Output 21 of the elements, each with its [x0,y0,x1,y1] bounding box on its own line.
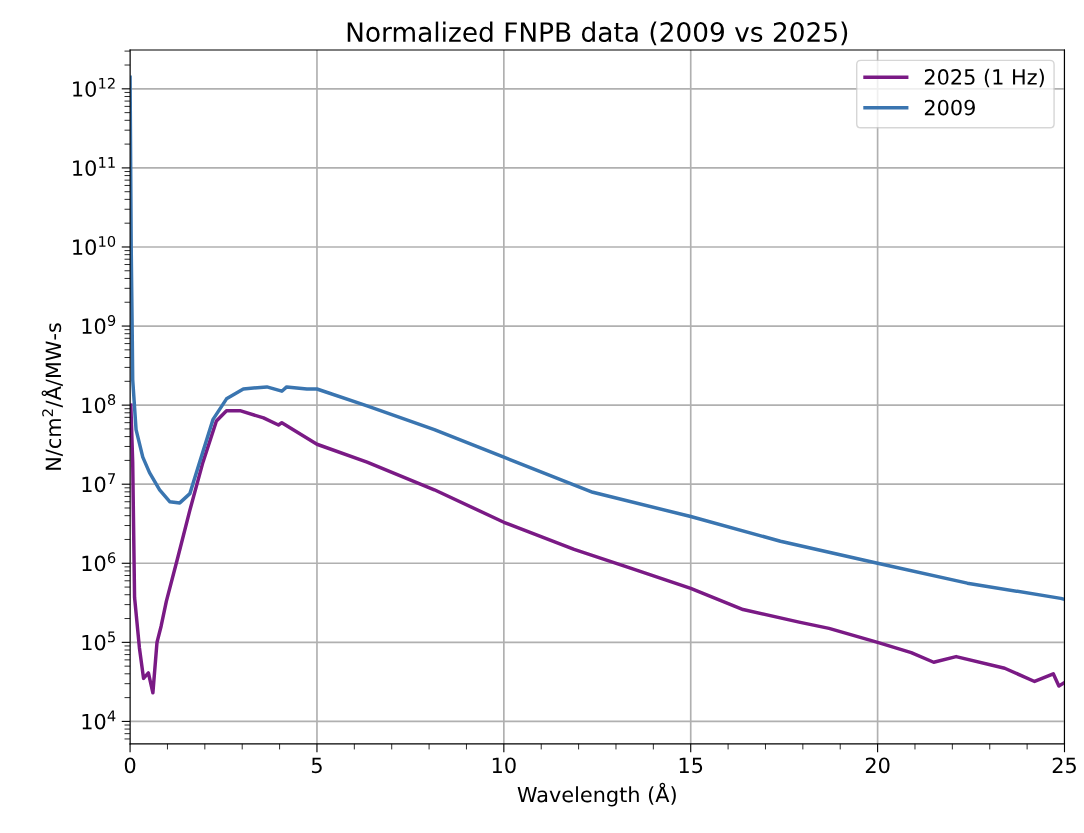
legend-label: 2025 (1 Hz) [924,68,1044,88]
line-series [130,403,1065,695]
y-tick-label: 10$^{6}$ [82,552,116,572]
x-axis-title: Wavelength (Å) [517,782,676,807]
x-tick-label: 20 [865,757,890,774]
y-tick-label: 10$^{7}$ [82,473,115,493]
y-axis-title: N/cm$^{2}$/Å/MW-s [41,323,63,470]
y-tick-label: 10$^{5}$ [82,631,115,651]
x-tick-label: 15 [679,757,703,774]
y-tick-label: 10$^{4}$ [82,710,116,730]
y-tick-label: 10$^{10}$ [73,235,116,256]
y-tick-label: 10$^{9}$ [82,315,116,335]
x-tick-label: 10 [492,757,516,774]
x-tick-label: 5 [311,757,322,774]
y-tick-label: 10$^{11}$ [73,157,115,176]
y-tick-label: 10$^{12}$ [73,77,115,97]
legend-label: 2009 [924,99,975,116]
chart-title: Normalized FNPB data (2009 vs 2025) [347,21,848,46]
x-tick-label: 25 [1052,757,1076,774]
y-tick-label: 10$^{8}$ [82,394,116,414]
x-tick-label: 0 [124,757,136,774]
